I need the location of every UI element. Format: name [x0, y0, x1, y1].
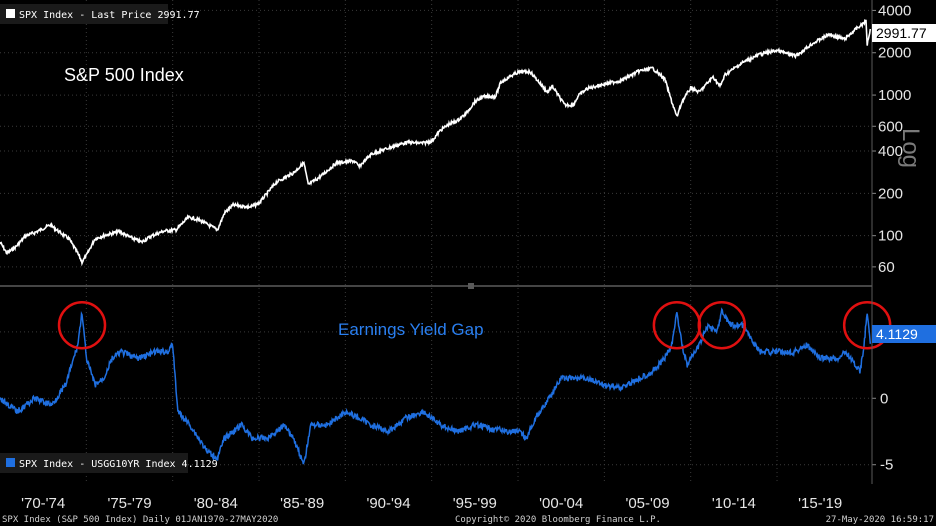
- footer-center: Copyright© 2020 Bloomberg Finance L.P.: [455, 515, 661, 525]
- x-period-label: '05-'09: [625, 495, 669, 512]
- bottom-legend-box: [0, 453, 188, 473]
- price-axis-tick-label: 600: [878, 118, 903, 135]
- price-axis-tick-label: 200: [878, 185, 903, 202]
- price-axis-tick-label: 60: [878, 259, 895, 276]
- x-period-label: '80-'84: [194, 495, 238, 512]
- x-period-label: '00-'04: [539, 495, 583, 512]
- price-axis-tick-label: 400: [878, 143, 903, 160]
- x-period-label: '95-'99: [453, 495, 497, 512]
- sp500-price-line: [0, 19, 872, 267]
- log-scale-label: Log: [897, 128, 924, 168]
- top-legend-text: SPX Index - Last Price 2991.77: [19, 10, 200, 21]
- price-axis-ticks: 60 100 200 400 600 1000 2000 4000: [872, 2, 911, 276]
- x-axis-labels: '70-'74 '75-'79 '80-'84 '85-'89 '90-'94 '95-'…: [21, 495, 842, 512]
- x-period-label: '75-'79: [107, 495, 151, 512]
- last-gap-badge: [872, 325, 936, 343]
- x-period-label: '70-'74: [21, 495, 65, 512]
- footer-right: 27-May-2020 16:59:17: [826, 515, 934, 525]
- highlight-circle: [57, 300, 107, 350]
- bottom-legend-text: SPX Index - USGG10YR Index 4.1129: [19, 459, 218, 470]
- price-axis-tick-label: 1000: [878, 87, 911, 104]
- price-axis-tick-label: 100: [878, 228, 903, 245]
- top-legend-box: [0, 4, 168, 24]
- price-axis-tick-label: 4000: [878, 2, 911, 19]
- gap-axis-tick-label: -5: [880, 457, 893, 474]
- top-legend-swatch: [6, 9, 15, 18]
- highlight-circle: [697, 300, 747, 350]
- last-price-badge: [872, 24, 936, 42]
- grid: [0, 0, 872, 484]
- gap-panel-title: Earnings Yield Gap: [338, 320, 484, 339]
- last-gap-value: 4.1129: [876, 326, 918, 342]
- x-period-label: '10-'14: [712, 495, 756, 512]
- bottom-legend-swatch: [6, 458, 15, 467]
- price-panel-title: S&P 500 Index: [64, 65, 184, 85]
- earnings-yield-gap-line: [0, 307, 872, 465]
- panel-resize-handle[interactable]: [468, 283, 474, 289]
- footer-left: SPX Index (S&P 500 Index) Daily 01JAN197…: [2, 515, 278, 525]
- x-period-label: '90-'94: [366, 495, 410, 512]
- last-price-value: 2991.77: [876, 25, 927, 41]
- price-axis-tick-label: 2000: [878, 45, 911, 62]
- x-period-label: '85-'89: [280, 495, 324, 512]
- x-period-label: '15-'19: [798, 495, 842, 512]
- gap-axis-tick-label: 0: [880, 390, 888, 407]
